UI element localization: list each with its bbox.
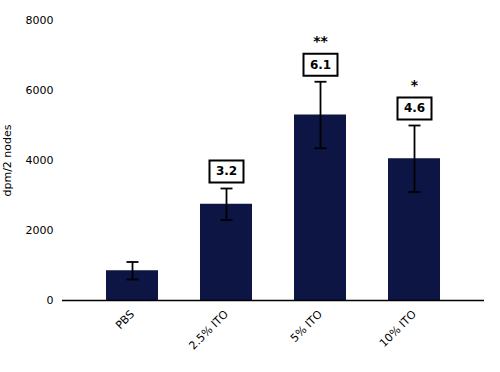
svg-text:4.6: 4.6 <box>404 101 425 115</box>
svg-text:PBS: PBS <box>113 308 137 332</box>
svg-text:3.2: 3.2 <box>216 164 237 178</box>
svg-text:2.5% ITO: 2.5% ITO <box>187 308 232 353</box>
svg-text:10% ITO: 10% ITO <box>377 308 419 350</box>
svg-text:5% ITO: 5% ITO <box>288 308 325 345</box>
svg-text:**: ** <box>313 33 328 49</box>
svg-text:8000: 8000 <box>26 14 54 27</box>
svg-text:dpm/2 nodes: dpm/2 nodes <box>1 124 14 196</box>
svg-text:4000: 4000 <box>26 154 54 167</box>
svg-text:*: * <box>411 77 419 93</box>
svg-text:2000: 2000 <box>26 224 54 237</box>
svg-text:6000: 6000 <box>26 84 54 97</box>
svg-text:6.1: 6.1 <box>310 58 331 72</box>
svg-text:0: 0 <box>47 294 54 307</box>
